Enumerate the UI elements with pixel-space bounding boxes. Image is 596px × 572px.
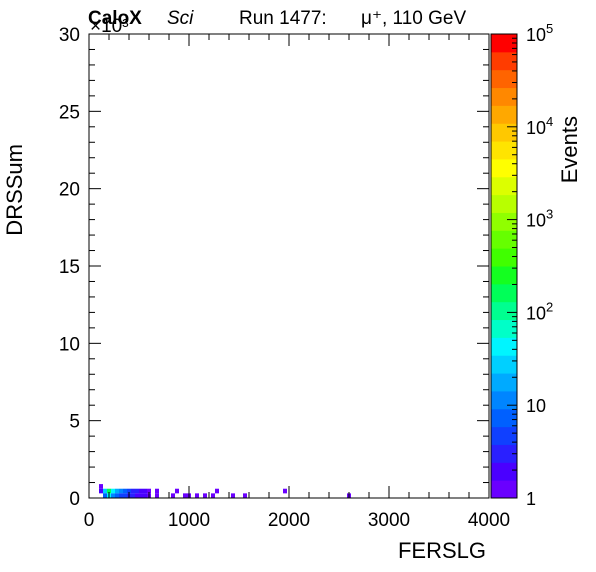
color-scale-step xyxy=(491,462,517,481)
heatmap-bin xyxy=(211,493,215,498)
heatmap-bin xyxy=(215,488,219,494)
z-tick-label: 103 xyxy=(526,207,553,231)
color-scale-step xyxy=(491,283,517,303)
heatmap-bin xyxy=(135,488,139,494)
color-scale-step xyxy=(491,266,517,285)
heatmap-bin xyxy=(103,488,107,494)
heatmap-bin xyxy=(123,488,127,494)
y-tick-label: 10 xyxy=(59,334,80,355)
heatmap-bin xyxy=(131,493,135,498)
heatmap-bin xyxy=(127,488,131,494)
x-tick-label: 2000 xyxy=(268,510,310,531)
heatmap-bin xyxy=(115,488,119,494)
heatmap-bin xyxy=(99,488,103,494)
heatmap-bin xyxy=(243,493,247,498)
color-scale-step xyxy=(491,105,517,124)
color-scale xyxy=(490,33,518,499)
heatmap-bin xyxy=(195,493,199,498)
heatmap-bin xyxy=(139,488,143,494)
color-scale-step xyxy=(491,158,517,178)
run-label: Run 1477: xyxy=(239,8,327,29)
heatmap-bin xyxy=(175,488,179,494)
heatmap-bin xyxy=(143,488,147,494)
color-scale-step xyxy=(491,194,517,213)
z-tick-label: 102 xyxy=(526,299,553,323)
color-scale-step xyxy=(491,408,517,428)
brand-label: CaloX xyxy=(88,8,142,29)
color-scale-step xyxy=(491,301,517,321)
heatmap-bin xyxy=(115,493,119,498)
z-axis-label: Events xyxy=(557,116,582,183)
heatmap-bin xyxy=(103,493,107,498)
z-tick-label: 105 xyxy=(526,21,553,45)
z-tick-label: 104 xyxy=(526,114,553,138)
z-tick-label: 10 xyxy=(526,396,546,416)
color-scale-axis: 1 10 102 103 104 105 xyxy=(507,21,553,509)
tag-label: Sci xyxy=(167,8,194,29)
heatmap-bin xyxy=(155,493,159,498)
heatmap-bin xyxy=(183,493,187,498)
y-tick-label: 30 xyxy=(59,25,80,46)
color-scale-step xyxy=(491,480,517,499)
heatmap-bin xyxy=(119,488,123,494)
heatmap-bins xyxy=(99,484,351,498)
x-axis: 0 1000 2000 3000 4000 xyxy=(84,34,510,531)
heatmap-bin xyxy=(111,493,115,498)
color-scale-frame xyxy=(490,33,518,499)
color-scale-step xyxy=(491,390,517,410)
color-scale-step xyxy=(491,69,517,89)
heatmap-bin xyxy=(123,493,127,498)
heatmap-bin xyxy=(99,484,103,489)
y-axis: 0 5 10 15 20 25 30 xyxy=(59,25,489,510)
color-scale-step xyxy=(491,212,517,231)
color-scale-step xyxy=(491,34,517,53)
y-tick-label: 0 xyxy=(69,489,80,510)
plot-frame xyxy=(88,33,490,499)
heatmap-bin xyxy=(203,493,207,498)
x-tick-label: 3000 xyxy=(368,510,410,531)
heatmap-bin xyxy=(107,488,111,494)
y-tick-label: 25 xyxy=(59,102,80,123)
y-tick-label: 5 xyxy=(69,412,80,433)
heatmap-bin xyxy=(171,493,175,498)
y-multiplier: ×10³ xyxy=(90,16,129,37)
x-tick-label: 0 xyxy=(84,510,95,531)
y-tick-label: 15 xyxy=(59,257,80,278)
x-tick-label: 4000 xyxy=(468,510,510,531)
heatmap-bin xyxy=(155,488,159,494)
color-scale-step xyxy=(491,373,517,392)
heatmap-bin xyxy=(231,493,235,498)
color-scale-step xyxy=(491,230,517,249)
heatmap-bin xyxy=(143,493,147,498)
x-axis-label: FERSLG xyxy=(398,538,486,563)
color-scale-step xyxy=(491,319,517,338)
y-axis-label: DRSSum xyxy=(2,144,27,236)
color-scale-step xyxy=(491,141,517,160)
z-tick-label: 1 xyxy=(526,489,536,509)
color-scale-step xyxy=(491,337,517,356)
color-scale-step xyxy=(491,123,517,142)
color-scale-step xyxy=(491,444,517,463)
color-scale-step xyxy=(491,355,517,374)
color-scale-step xyxy=(491,426,517,445)
y-tick-label: 20 xyxy=(59,180,80,201)
heatmap-bin xyxy=(131,488,135,494)
heatmap-bin xyxy=(135,493,139,498)
heatmap-bin xyxy=(139,493,143,498)
heatmap-bin xyxy=(283,488,287,494)
color-scale-step xyxy=(491,248,517,267)
color-scale-step xyxy=(491,176,517,196)
x-tick-label: 1000 xyxy=(168,510,210,531)
heatmap-bin xyxy=(147,488,151,494)
heatmap-bin xyxy=(119,493,123,498)
color-scale-step xyxy=(491,51,517,71)
heatmap-bin xyxy=(111,488,115,494)
color-scale-step xyxy=(491,87,517,106)
particle-label: μ⁺, 110 GeV xyxy=(361,8,466,29)
